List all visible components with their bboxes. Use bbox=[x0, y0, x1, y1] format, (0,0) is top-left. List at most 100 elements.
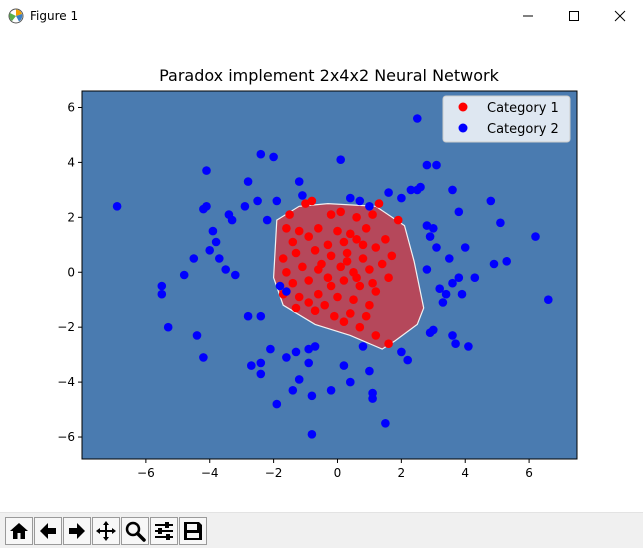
pan-button[interactable] bbox=[92, 517, 120, 545]
point-category-2-25 bbox=[256, 311, 266, 321]
point-category-2-18 bbox=[231, 270, 240, 280]
subplots-button[interactable] bbox=[150, 517, 178, 545]
point-category-2-82 bbox=[451, 339, 460, 349]
zoom-button[interactable] bbox=[121, 517, 149, 545]
point-category-2-74 bbox=[432, 243, 441, 252]
figure-canvas[interactable]: Paradox implement 2x4x2 Neural Network −… bbox=[0, 32, 643, 512]
point-category-2-14 bbox=[215, 254, 224, 263]
point-category-2-44 bbox=[307, 430, 317, 439]
plot-frame bbox=[81, 90, 578, 460]
point-category-1-4 bbox=[326, 210, 336, 219]
point-category-1-59 bbox=[304, 298, 314, 307]
point-category-2-45 bbox=[310, 342, 320, 351]
point-category-2-21 bbox=[243, 311, 253, 321]
point-category-1-44 bbox=[294, 292, 304, 302]
point-category-2-63 bbox=[413, 114, 422, 123]
point-category-2-0 bbox=[112, 202, 122, 211]
data-points bbox=[112, 114, 553, 439]
legend-box bbox=[442, 95, 571, 143]
point-category-2-1 bbox=[157, 289, 167, 299]
point-category-2-88 bbox=[464, 342, 473, 351]
matplotlib-logo-icon bbox=[8, 8, 24, 24]
scatter-chart: Paradox implement 2x4x2 Neural Network −… bbox=[57, 66, 578, 480]
home-icon bbox=[10, 523, 28, 539]
point-category-1-52 bbox=[346, 309, 355, 318]
point-category-2-93 bbox=[531, 232, 540, 241]
point-category-2-77 bbox=[441, 289, 451, 299]
point-category-2-92 bbox=[502, 257, 512, 266]
point-category-2-47 bbox=[336, 155, 346, 164]
point-category-2-81 bbox=[448, 185, 457, 195]
y-tick-label: 6 bbox=[67, 100, 75, 114]
point-category-1-30 bbox=[282, 268, 291, 277]
back-button[interactable] bbox=[34, 517, 62, 545]
point-category-2-22 bbox=[247, 361, 256, 370]
home-button[interactable] bbox=[5, 517, 33, 545]
point-category-2-42 bbox=[304, 358, 314, 368]
chart-title: Paradox implement 2x4x2 Neural Network bbox=[159, 66, 500, 85]
point-category-1-54 bbox=[320, 300, 330, 310]
point-category-2-68 bbox=[422, 265, 432, 274]
close-button[interactable] bbox=[597, 0, 643, 32]
point-category-1-19 bbox=[339, 237, 349, 247]
point-category-1-25 bbox=[310, 246, 320, 255]
x-tick-label: 2 bbox=[398, 466, 406, 480]
save-button[interactable] bbox=[179, 517, 207, 545]
point-category-1-47 bbox=[349, 295, 358, 305]
window-titlebar: Figure 1 bbox=[0, 0, 643, 32]
point-category-2-20 bbox=[243, 177, 253, 186]
point-category-2-50 bbox=[346, 377, 355, 387]
x-tick-label: −6 bbox=[137, 466, 155, 480]
point-category-2-84 bbox=[454, 207, 464, 217]
point-category-2-66 bbox=[422, 160, 432, 170]
point-category-2-72 bbox=[429, 325, 438, 335]
point-category-1-21 bbox=[371, 243, 381, 252]
point-category-1-55 bbox=[339, 317, 349, 327]
point-category-2-75 bbox=[435, 284, 445, 293]
point-category-2-32 bbox=[272, 399, 282, 409]
point-category-1-45 bbox=[314, 289, 323, 299]
minimize-button[interactable] bbox=[505, 0, 551, 32]
point-category-2-54 bbox=[365, 202, 374, 211]
sliders-icon bbox=[155, 522, 173, 540]
point-category-2-91 bbox=[496, 218, 505, 228]
point-category-2-4 bbox=[179, 270, 189, 280]
point-category-2-52 bbox=[358, 342, 368, 351]
point-category-2-85 bbox=[457, 289, 467, 299]
point-category-2-15 bbox=[221, 265, 230, 274]
point-category-2-5 bbox=[189, 254, 199, 263]
forward-button[interactable] bbox=[63, 517, 91, 545]
point-category-2-51 bbox=[355, 196, 365, 206]
point-category-2-13 bbox=[211, 237, 221, 247]
point-category-1-11 bbox=[314, 224, 323, 233]
point-category-2-34 bbox=[282, 287, 291, 296]
minimize-icon bbox=[523, 15, 533, 17]
y-tick-label: −2 bbox=[57, 320, 75, 334]
point-category-1-12 bbox=[333, 226, 342, 236]
point-category-1-58 bbox=[384, 339, 393, 349]
zoom-icon bbox=[125, 521, 146, 542]
point-category-2-69 bbox=[425, 232, 435, 241]
point-category-1-29 bbox=[377, 259, 387, 269]
maximize-button[interactable] bbox=[551, 0, 597, 32]
legend-marker-category-1 bbox=[458, 102, 468, 112]
point-category-2-38 bbox=[294, 177, 304, 186]
point-category-1-49 bbox=[291, 303, 301, 313]
point-category-2-79 bbox=[448, 278, 457, 288]
point-category-1-33 bbox=[336, 262, 346, 272]
point-category-2-6 bbox=[192, 331, 202, 340]
navigation-toolbar bbox=[0, 512, 643, 548]
point-category-1-64 bbox=[358, 240, 368, 250]
point-category-1-63 bbox=[368, 278, 377, 288]
y-tick-label: 2 bbox=[67, 210, 75, 224]
point-category-2-37 bbox=[291, 347, 301, 357]
point-category-2-59 bbox=[397, 347, 406, 357]
point-category-2-17 bbox=[227, 215, 237, 225]
point-category-1-9 bbox=[282, 224, 291, 233]
point-category-1-28 bbox=[358, 254, 368, 263]
x-axis: −6 −4 −2 0 2 4 6 bbox=[137, 459, 533, 480]
point-category-1-53 bbox=[361, 311, 371, 321]
y-tick-label: −6 bbox=[57, 430, 75, 444]
point-category-2-33 bbox=[275, 281, 285, 291]
x-tick-label: 6 bbox=[525, 466, 533, 480]
